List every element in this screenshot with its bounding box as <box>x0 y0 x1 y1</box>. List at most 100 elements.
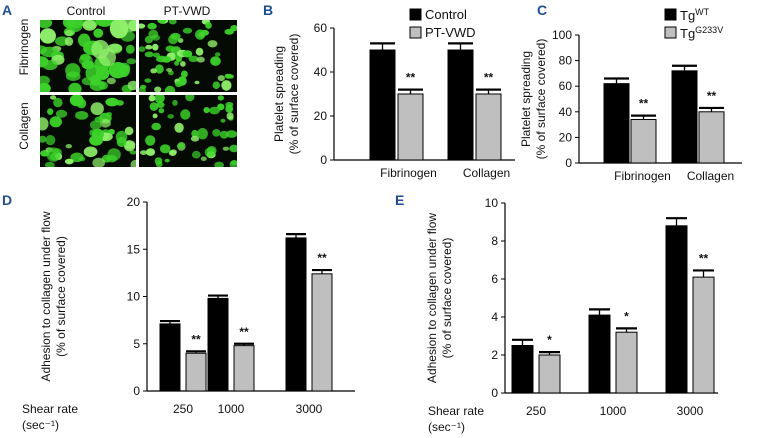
micro-image-ptvwd-collagen <box>139 95 237 167</box>
platelet-cell <box>177 143 185 149</box>
bar <box>538 354 561 394</box>
micro-column-control: Control <box>66 4 106 18</box>
platelet-cell <box>174 122 184 133</box>
chart-c: 0 20 40 60 80 100 Platelet spreading (% of surf… <box>519 7 742 183</box>
y-tick-label: 2 <box>491 348 498 362</box>
x-tick-label: 1000 <box>218 402 245 416</box>
platelet-cell <box>92 157 105 167</box>
platelet-cell <box>53 97 63 108</box>
platelet-cell <box>40 135 47 143</box>
micro-cells <box>139 20 237 92</box>
bar <box>475 93 502 161</box>
y-tick-label: 40 <box>559 105 573 119</box>
x-axis-label: Shear rate <box>428 404 484 418</box>
platelet-cell <box>94 116 103 123</box>
platelet-cell <box>188 55 199 62</box>
platelet-cell <box>221 80 232 91</box>
platelet-cell <box>161 56 172 63</box>
y-tick-label: 6 <box>491 272 498 286</box>
platelet-cell <box>78 33 91 47</box>
panel-letter-c: C <box>537 2 548 18</box>
platelet-cell <box>227 74 234 79</box>
platelet-cell <box>105 97 119 107</box>
platelet-cell <box>40 20 53 29</box>
bar <box>615 331 638 394</box>
legend-swatch <box>664 8 677 21</box>
platelet-cell <box>98 48 116 67</box>
platelet-cell <box>50 95 57 100</box>
significance-marker: ** <box>191 332 201 346</box>
platelet-cell <box>144 78 152 83</box>
platelet-cell <box>154 157 163 165</box>
x-tick-label: 250 <box>173 402 193 416</box>
platelet-cell <box>40 117 49 131</box>
platelet-cell <box>40 75 50 86</box>
y-tick-label: 15 <box>127 242 141 256</box>
bar <box>511 345 534 394</box>
platelet-cell <box>212 129 221 137</box>
platelet-cell <box>144 51 154 58</box>
platelet-cell <box>125 44 135 54</box>
platelet-cell <box>152 113 158 119</box>
platelet-cell <box>151 122 161 131</box>
platelet-cell <box>139 46 146 52</box>
y-tick-label: 5 <box>133 337 140 351</box>
platelet-cell <box>68 82 82 92</box>
chart-e: 0 2 4 6 8 10 Adhesion to collagen under flow (%… <box>425 196 718 434</box>
platelet-cell <box>149 102 159 111</box>
bar <box>207 297 229 392</box>
bar <box>233 345 255 392</box>
micro-image-control-fibrinogen <box>40 20 136 92</box>
platelet-cell <box>226 112 234 120</box>
y-axis-label: Platelet spreading <box>272 46 286 142</box>
platelet-cell <box>117 64 130 77</box>
bar <box>397 93 424 161</box>
platelet-cell <box>229 144 237 153</box>
legend-label-base: Tg <box>680 8 695 23</box>
platelet-cell <box>130 159 136 167</box>
platelet-cell <box>93 28 104 38</box>
bar <box>698 111 725 164</box>
platelet-cell <box>85 64 104 82</box>
y-axis-label: Platelet spreading <box>519 51 533 147</box>
significance-marker: * <box>547 333 552 347</box>
platelet-cell <box>214 52 221 57</box>
platelet-cell <box>129 150 136 155</box>
bar <box>671 70 698 164</box>
platelet-cell <box>200 156 207 162</box>
platelet-cell <box>207 40 218 48</box>
platelet-cell <box>190 135 200 142</box>
platelet-cell <box>217 95 224 101</box>
platelet-cell <box>140 84 147 90</box>
platelet-cell <box>98 81 108 90</box>
platelet-cell <box>127 80 136 91</box>
platelet-cell <box>47 108 54 115</box>
panel-letter-b: B <box>263 2 274 18</box>
platelet-cell <box>205 21 212 29</box>
x-tick-label: Collagen <box>463 166 510 180</box>
platelet-cell <box>164 158 170 163</box>
bar <box>447 49 474 161</box>
platelet-cell <box>40 28 56 44</box>
bar <box>665 225 688 394</box>
platelet-cell <box>140 150 148 155</box>
platelet-cell <box>225 104 234 113</box>
platelet-cell <box>64 158 74 165</box>
chart-b: 0 20 40 60 Platelet spreading (% of surface c… <box>272 7 515 180</box>
platelet-cell <box>145 44 153 50</box>
y-axis-label: (% of surface covered) <box>54 236 68 357</box>
platelet-cell <box>55 109 68 118</box>
platelet-cell <box>217 103 225 111</box>
y-axis-label: (% of surface covered) <box>534 39 548 160</box>
platelet-cell <box>185 95 195 102</box>
platelet-cell <box>90 102 104 116</box>
platelet-cell <box>70 152 84 163</box>
platelet-cell <box>139 23 146 29</box>
significance-marker: ** <box>484 71 494 85</box>
platelet-cell <box>154 95 165 104</box>
platelet-cell <box>152 43 159 51</box>
micro-cells <box>40 20 136 92</box>
platelet-cell <box>222 146 230 151</box>
significance-marker: * <box>624 309 629 323</box>
y-tick-label: 0 <box>133 384 140 398</box>
